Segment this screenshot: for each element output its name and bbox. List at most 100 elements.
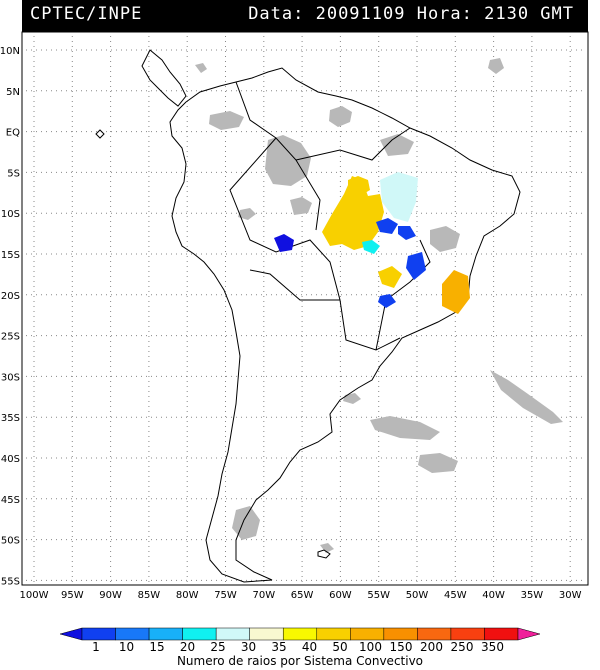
colorbar-label: 25 xyxy=(210,640,225,654)
cloud-area xyxy=(490,370,563,424)
convective-system xyxy=(406,252,426,280)
cloud-area xyxy=(265,135,311,186)
colorbar-segment xyxy=(383,627,418,641)
convective-system xyxy=(274,234,294,252)
lat-label: 45S xyxy=(1,495,20,506)
cloud-area xyxy=(329,106,352,127)
lat-label: 10N xyxy=(0,46,20,57)
colorbar-segment xyxy=(417,627,452,641)
colorbar: 1 10 15 20 25 30 35 40 50 100 150 200 250 350 xyxy=(59,627,541,654)
lat-label: 50S xyxy=(1,536,20,547)
cloud-area xyxy=(320,543,334,553)
lat-label: 25S xyxy=(1,332,20,343)
cloud-area xyxy=(380,134,414,156)
convective-system xyxy=(362,240,380,254)
lon-label: 30W xyxy=(559,590,582,601)
island-outline xyxy=(95,129,105,139)
colorbar-label: 35 xyxy=(271,640,286,654)
cloud-area xyxy=(209,111,244,130)
convective-system xyxy=(380,172,418,222)
colorbar-label: 50 xyxy=(332,640,347,654)
cloud-area xyxy=(290,197,312,215)
colorbar-segment xyxy=(484,627,519,641)
lon-label: 95W xyxy=(61,590,84,601)
lat-label: 5S xyxy=(7,168,20,179)
lat-label: 15S xyxy=(1,250,20,261)
colorbar-label: 1 xyxy=(92,640,100,654)
convective-system xyxy=(348,176,370,196)
longitude-labels: 100W 95W 90W 85W 80W 75W 70W 65W 60W 55W 50W 45W 40W… xyxy=(20,590,582,601)
colorbar-arrow-right xyxy=(517,627,541,641)
lon-label: 50W xyxy=(406,590,429,601)
map-header: CPTEC/INPE Data: 20091109 Hora: 2130 GMT xyxy=(22,0,588,32)
convective-system xyxy=(376,218,398,234)
cloud-area xyxy=(488,58,504,74)
colorbar-label: 150 xyxy=(390,640,413,654)
lat-label: 35S xyxy=(1,413,20,424)
central-america-outline xyxy=(141,49,187,107)
map-frame xyxy=(21,31,589,586)
coastlines xyxy=(95,49,521,583)
colorbar-segment xyxy=(148,627,183,641)
colorbar-segment xyxy=(215,627,250,641)
lon-label: 35W xyxy=(521,590,544,601)
colorbar-segment xyxy=(350,627,385,641)
convective-system xyxy=(322,176,384,250)
header-datetime: Data: 20091109 Hora: 2130 GMT xyxy=(248,4,574,24)
gridlines xyxy=(26,36,584,582)
convective-systems xyxy=(274,172,470,314)
cloud-area xyxy=(195,63,207,73)
colorbar-title: Numero de raios por Sistema Convectivo xyxy=(176,654,424,668)
lon-label: 45W xyxy=(444,590,467,601)
lat-label: 55S xyxy=(1,576,20,587)
lon-label: 80W xyxy=(176,590,199,601)
lon-label: 85W xyxy=(138,590,161,601)
colorbar-label: 10 xyxy=(119,640,134,654)
lat-label: EQ xyxy=(6,128,20,139)
colorbar-segment xyxy=(115,627,150,641)
cloud-area xyxy=(238,208,256,220)
colorbar-segment xyxy=(316,627,351,641)
lon-label: 100W xyxy=(20,590,49,601)
lon-label: 40W xyxy=(482,590,505,601)
lon-label: 65W xyxy=(291,590,314,601)
header-source: CPTEC/INPE xyxy=(30,4,143,24)
lat-label: 30S xyxy=(1,372,20,383)
lon-label: 90W xyxy=(99,590,122,601)
lon-label: 75W xyxy=(214,590,237,601)
colorbar-label: 100 xyxy=(359,640,382,654)
latitude-labels: 10N 5N EQ 5S 10S 15S 20S 25S 30S 35S 40S 45S 50S 55S xyxy=(0,46,20,587)
cloud-area xyxy=(430,226,460,252)
convective-system xyxy=(378,266,402,288)
colorbar-segment xyxy=(450,627,485,641)
colorbar-label: 250 xyxy=(451,640,474,654)
convective-system xyxy=(398,226,416,240)
lat-label: 10S xyxy=(1,209,20,220)
colorbar-label: 30 xyxy=(241,640,256,654)
colorbar-segment xyxy=(282,627,318,641)
lat-label: 20S xyxy=(1,291,20,302)
south-america-outline xyxy=(169,67,521,583)
lat-label: 40S xyxy=(1,454,20,465)
lat-label: 5N xyxy=(6,87,20,98)
lon-label: 60W xyxy=(329,590,352,601)
colorbar-label: 350 xyxy=(481,640,504,654)
lon-label: 70W xyxy=(252,590,275,601)
convective-system xyxy=(442,270,470,314)
colorbar-segment xyxy=(249,627,284,641)
colorbar-arrow-left xyxy=(59,627,83,641)
colorbar-label: 200 xyxy=(420,640,443,654)
cloud-area xyxy=(418,453,458,473)
colorbar-segment xyxy=(182,627,217,641)
falklands-outline xyxy=(317,549,331,559)
cloud-area xyxy=(370,416,440,440)
convective-system xyxy=(378,294,396,308)
colorbar-segment xyxy=(81,627,116,641)
lon-label: 55W xyxy=(367,590,390,601)
colorbar-label: 20 xyxy=(180,640,195,654)
colorbar-label: 15 xyxy=(149,640,164,654)
country-borders xyxy=(229,81,431,351)
cloud-area xyxy=(343,393,361,404)
colorbar-label: 40 xyxy=(302,640,317,654)
